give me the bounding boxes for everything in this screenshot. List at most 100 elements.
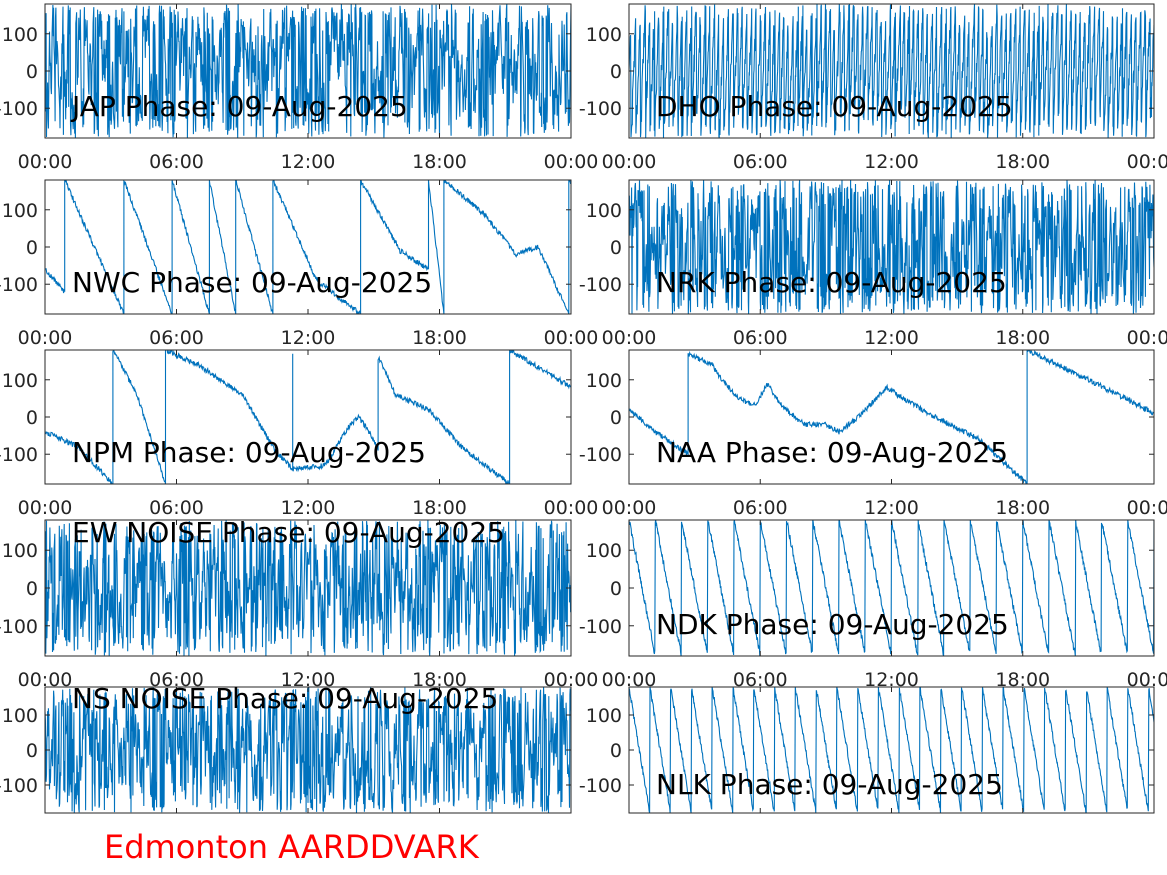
y-tick-label: 0 (610, 578, 622, 600)
x-tick-label: 06:00 (149, 327, 204, 349)
y-tick-label: 0 (26, 237, 38, 259)
x-tick-label: 00:00 (602, 327, 657, 349)
y-tick-label: 100 (586, 705, 622, 727)
x-tick-label: 00:00 (544, 151, 599, 173)
y-tick-label: 0 (610, 407, 622, 429)
x-tick-label: 00:00 (544, 669, 599, 691)
y-tick-label: 100 (2, 200, 38, 222)
x-tick-label: 00:00 (1127, 497, 1167, 519)
y-tick-label: 100 (586, 540, 622, 562)
x-tick-label: 06:00 (149, 826, 204, 828)
x-tick-label: 18:00 (995, 151, 1050, 173)
x-tick-label: 00:00 (602, 497, 657, 519)
x-tick-label: 12:00 (281, 327, 336, 349)
x-tick-label: 12:00 (864, 669, 919, 691)
y-tick-label: -100 (579, 98, 622, 120)
phase-series-line (45, 4, 571, 138)
panel-title: NDK Phase: 09-Aug-2025 (656, 608, 1009, 641)
phase-panel-5: 100 0 -100 00:00 06:00 12:00 18:00 00:00 NAA Pha… (579, 349, 1167, 519)
x-tick-label: 18:00 (995, 669, 1050, 691)
phase-panel-0: 100 0 -100 00:00 06:00 12:00 18:00 00:00 JAP Pha… (0, 3, 599, 173)
phase-panel-9: 100 0 -100 00:00 06:00 12:00 18:00 00:00 NLK Pha… (579, 686, 1167, 828)
x-tick-label: 00:00 (544, 497, 599, 519)
station-label: Edmonton AARDDVARK (104, 828, 479, 866)
y-tick-label: 0 (26, 740, 38, 762)
x-tick-label: 12:00 (281, 151, 336, 173)
y-tick-label: 100 (586, 370, 622, 392)
phase-panel-6: 100 0 -100 00:00 06:00 12:00 18:00 00:00 EW NOIS… (0, 516, 598, 691)
phase-panel-7: 100 0 -100 00:00 06:00 12:00 18:00 00:00 NDK Pha… (579, 519, 1167, 691)
x-tick-label: 00:00 (18, 497, 73, 519)
x-tick-label: 06:00 (733, 669, 788, 691)
y-tick-label: 0 (610, 740, 622, 762)
phase-panel-1: 100 0 -100 00:00 06:00 12:00 18:00 00:00 DHO Pha… (579, 3, 1167, 173)
y-tick-label: -100 (0, 274, 38, 296)
phase-series-line (45, 687, 571, 813)
phase-panel-8: 100 0 -100 00:00 06:00 12:00 18:00 00:00 NS NOIS… (0, 682, 598, 828)
x-tick-label: 00:00 (1127, 151, 1167, 173)
x-tick-label: 00:00 (544, 826, 599, 828)
panel-title: NLK Phase: 09-Aug-2025 (656, 768, 1003, 801)
x-tick-label: 00:00 (18, 826, 73, 828)
x-tick-label: 00:00 (18, 669, 73, 691)
x-tick-label: 00:00 (18, 327, 73, 349)
x-tick-label: 12:00 (864, 327, 919, 349)
x-tick-label: 06:00 (149, 669, 204, 691)
phase-panel-2: 100 0 -100 00:00 06:00 12:00 18:00 00:00 NWC Pha… (0, 179, 599, 349)
x-tick-label: 18:00 (995, 327, 1050, 349)
x-tick-label: 00:00 (544, 327, 599, 349)
y-tick-label: -100 (579, 775, 622, 797)
panel-title: NRK Phase: 09-Aug-2025 (656, 266, 1007, 299)
x-tick-label: 12:00 (281, 826, 336, 828)
x-tick-label: 00:00 (602, 669, 657, 691)
phase-panel-4: 100 0 -100 00:00 06:00 12:00 18:00 00:00 NPM Pha… (0, 349, 599, 519)
y-tick-label: -100 (0, 444, 38, 466)
y-tick-label: -100 (0, 775, 38, 797)
y-tick-label: -100 (579, 444, 622, 466)
y-tick-label: 100 (2, 370, 38, 392)
y-tick-label: 100 (586, 200, 622, 222)
y-tick-label: 0 (26, 61, 38, 83)
x-tick-label: 12:00 (864, 151, 919, 173)
phase-series-line (45, 520, 571, 656)
phase-figure: 100 0 -100 00:00 06:00 12:00 18:00 00:00 JAP Pha… (0, 3, 1167, 828)
x-tick-label: 00:00 (1127, 327, 1167, 349)
x-tick-label: 12:00 (281, 669, 336, 691)
phase-series-line (629, 350, 1154, 484)
x-tick-label: 18:00 (412, 497, 467, 519)
x-tick-label: 18:00 (995, 497, 1050, 519)
panel-title: NS NOISE Phase: 09-Aug-2025 (72, 682, 498, 715)
y-tick-label: 0 (610, 61, 622, 83)
x-tick-label: 18:00 (412, 669, 467, 691)
x-tick-label: 06:00 (733, 327, 788, 349)
x-tick-label: 06:00 (149, 497, 204, 519)
y-tick-label: -100 (579, 616, 622, 638)
y-tick-label: -100 (0, 98, 38, 120)
x-tick-label: 00:00 (1127, 669, 1167, 691)
y-tick-label: -100 (579, 274, 622, 296)
x-tick-label: 06:00 (733, 151, 788, 173)
panel-title: NPM Phase: 09-Aug-2025 (72, 436, 426, 469)
panel-title: JAP Phase: 09-Aug-2025 (70, 90, 408, 123)
y-tick-label: 0 (610, 237, 622, 259)
y-tick-label: 100 (2, 705, 38, 727)
y-tick-label: 0 (26, 407, 38, 429)
x-tick-label: 12:00 (864, 826, 919, 828)
x-tick-label: 00:00 (602, 826, 657, 828)
phase-series-line (629, 687, 1154, 813)
phase-series-line (45, 350, 571, 484)
x-tick-label: 06:00 (149, 151, 204, 173)
x-tick-label: 06:00 (733, 497, 788, 519)
x-tick-label: 18:00 (412, 327, 467, 349)
y-tick-label: 0 (26, 578, 38, 600)
x-tick-label: 06:00 (733, 826, 788, 828)
y-tick-label: 100 (2, 540, 38, 562)
phase-series-line (629, 180, 1154, 314)
x-tick-label: 12:00 (281, 497, 336, 519)
phase-series-line (629, 4, 1154, 138)
panel-title: EW NOISE Phase: 09-Aug-2025 (72, 516, 505, 549)
x-tick-label: 00:00 (18, 151, 73, 173)
x-tick-label: 18:00 (412, 826, 467, 828)
x-tick-label: 12:00 (864, 497, 919, 519)
x-tick-label: 18:00 (412, 151, 467, 173)
